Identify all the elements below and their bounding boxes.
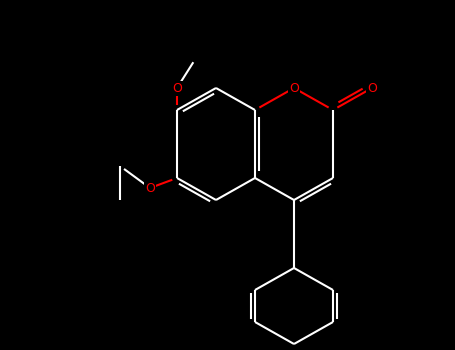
Text: O: O [145, 182, 155, 195]
Text: O: O [367, 82, 377, 95]
Text: O: O [289, 82, 299, 95]
Text: O: O [172, 82, 182, 95]
